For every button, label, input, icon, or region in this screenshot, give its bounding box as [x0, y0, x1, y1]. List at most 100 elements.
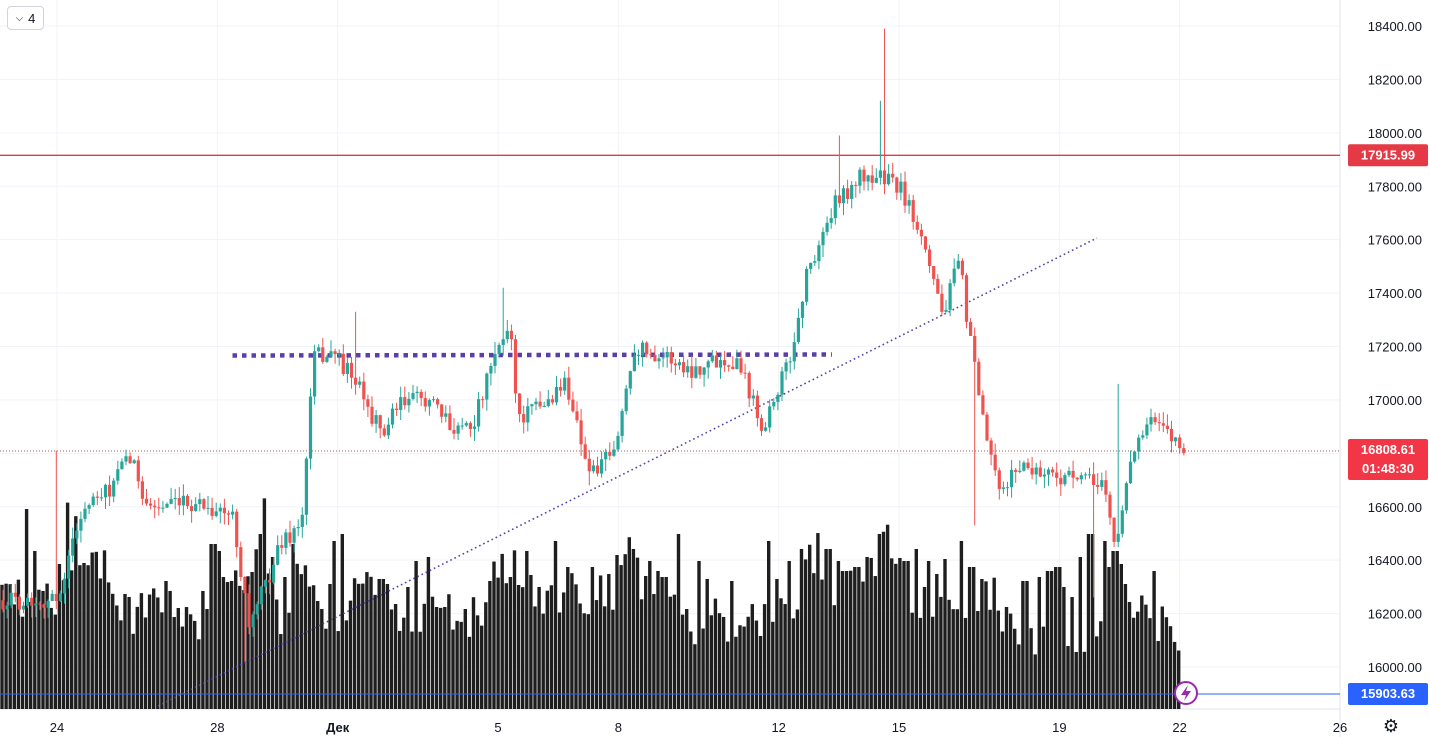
candle-61 — [251, 611, 255, 637]
volume-bar — [836, 561, 841, 709]
volume-bar — [168, 590, 172, 709]
candle-110 — [452, 418, 456, 440]
candle-body — [891, 173, 895, 178]
candle-43 — [177, 487, 181, 515]
volume-bar — [668, 596, 672, 709]
candle-body — [436, 399, 440, 405]
candle-body — [1165, 425, 1169, 429]
candle-body — [358, 381, 362, 385]
y-tick-label: 16600.00 — [1368, 500, 1422, 515]
candle-176 — [723, 350, 727, 372]
candle-body — [940, 293, 944, 312]
volume-bar — [840, 571, 845, 709]
candle-203 — [833, 189, 837, 225]
candle-93 — [382, 424, 386, 437]
volume-bar — [512, 550, 517, 709]
candle-287 — [1178, 434, 1182, 454]
volume-bar — [402, 617, 406, 709]
collapse-indicators-button[interactable]: ⌵ 4 — [7, 6, 44, 30]
candle-body — [292, 528, 296, 543]
candle-216 — [887, 164, 891, 186]
candle-247 — [1014, 468, 1018, 483]
volume-bar — [894, 563, 898, 709]
candle-body — [17, 596, 21, 610]
gear-icon[interactable]: ⚙ — [1382, 716, 1400, 736]
volume-bar — [172, 617, 176, 709]
candle-body — [969, 321, 973, 336]
volume-bar — [529, 574, 533, 709]
volume-bar — [709, 615, 713, 709]
candle-body — [850, 184, 854, 199]
candle-body — [202, 499, 206, 509]
candle-223 — [915, 215, 919, 235]
candle-12 — [50, 590, 54, 602]
candle-body — [973, 335, 977, 362]
candle-body — [497, 344, 501, 354]
candle-body — [653, 354, 657, 362]
volume-bar — [1152, 571, 1156, 709]
volume-bar — [791, 618, 795, 709]
y-axis[interactable]: 18400.00 18200.00 18000.00 17800.00 17600.00… — [1368, 19, 1422, 675]
volume-bar — [980, 579, 984, 709]
volume-bar — [812, 573, 816, 709]
volume-bar — [644, 576, 648, 709]
candle-body — [419, 391, 423, 399]
candle-237 — [973, 327, 977, 526]
candle-body — [165, 503, 169, 508]
volume-bar — [1156, 640, 1160, 709]
candle-body — [1087, 474, 1092, 476]
candle-207 — [850, 181, 854, 209]
y-tick-label: 17200.00 — [1368, 340, 1422, 355]
volume-bar — [521, 587, 525, 709]
volume-bar — [1041, 626, 1046, 709]
candle-body — [509, 330, 513, 340]
candle-41 — [169, 487, 173, 505]
candle-body — [1116, 533, 1120, 542]
candle-body — [108, 484, 112, 497]
candle-199 — [817, 240, 821, 270]
volume-bar — [1021, 581, 1025, 709]
candle-body — [554, 386, 559, 403]
volume-bar — [693, 644, 697, 709]
volume-bar — [639, 599, 644, 709]
candle-275 — [1128, 450, 1133, 484]
volume-bar — [1144, 604, 1148, 709]
candle-body — [427, 400, 431, 407]
candle-30 — [124, 449, 128, 466]
candle-283 — [1161, 412, 1165, 433]
candle-26 — [108, 475, 112, 507]
candle-266 — [1092, 462, 1096, 598]
candle-156 — [641, 340, 645, 367]
volume-bar — [918, 617, 923, 709]
candle-body — [727, 365, 731, 367]
candle-body — [276, 545, 280, 565]
candle-129 — [530, 403, 534, 415]
volume-bar — [389, 609, 394, 709]
candle-body — [530, 404, 534, 407]
candle-body — [288, 532, 292, 543]
candle-body — [251, 614, 255, 628]
volume-bar — [467, 636, 472, 709]
candle-282 — [1157, 413, 1161, 432]
candle-body — [698, 366, 702, 375]
volume-bar — [1136, 611, 1140, 709]
candle-53 — [218, 503, 222, 524]
candle-234 — [960, 258, 964, 280]
candle-208 — [854, 181, 858, 198]
volume-bar — [160, 612, 164, 709]
candle-body — [932, 266, 936, 279]
candle-body — [71, 538, 75, 556]
candle-body — [919, 229, 923, 237]
x-tick-label: 28 — [210, 720, 224, 735]
candle-1 — [5, 601, 9, 619]
volume-bar — [86, 565, 90, 709]
candle-body — [349, 362, 354, 378]
candle-38 — [157, 497, 161, 516]
flash-marker[interactable] — [1174, 681, 1198, 705]
x-axis[interactable]: 24 28 Дек 5 8 12 15 19 22 26 — [50, 720, 1347, 735]
candle-body — [612, 449, 616, 456]
volume-bar — [1177, 650, 1181, 709]
candle-168 — [690, 356, 694, 389]
candle-138 — [567, 366, 571, 405]
